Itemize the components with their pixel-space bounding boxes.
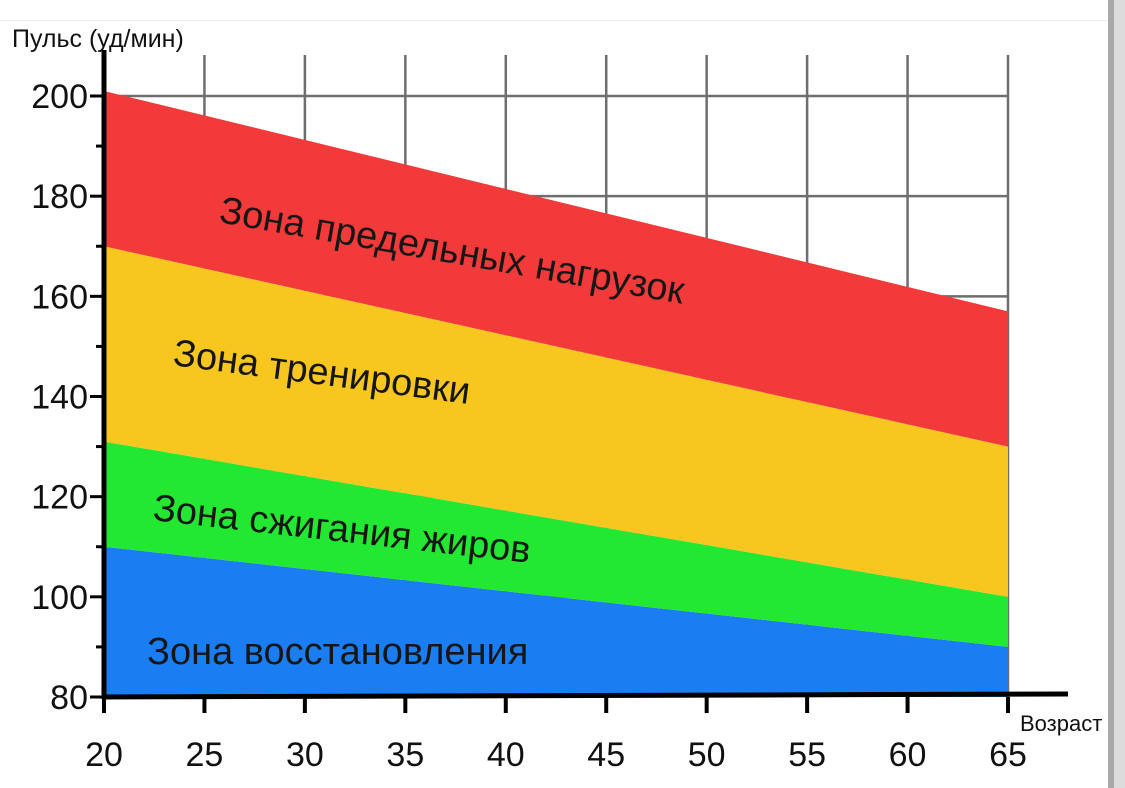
y-tick-label: 100 <box>31 579 88 617</box>
x-tick-label: 45 <box>587 736 625 774</box>
x-tick-label: 25 <box>186 736 224 774</box>
x-tick-label: 60 <box>889 736 927 774</box>
x-tick-label: 55 <box>788 736 826 774</box>
y-tick-label: 120 <box>31 479 88 517</box>
zone-label: Зона восстановления <box>147 631 528 673</box>
x-axis-line <box>101 691 1069 700</box>
x-axis-label: Возраст <box>1020 711 1102 736</box>
y-tick-label: 180 <box>31 178 88 216</box>
axes <box>90 50 1069 713</box>
x-tick-label: 50 <box>688 736 726 774</box>
y-axis-label: Пульс (уд/мин) <box>12 25 184 53</box>
zone-band <box>104 246 1008 597</box>
zone-band <box>104 441 1008 647</box>
y-tick-label: 200 <box>31 78 88 116</box>
top-divider <box>0 20 1108 21</box>
x-tick-label: 40 <box>487 736 525 774</box>
tick-labels: 80 100 120 140 160 180 200 20 25 30 35 40 45 50 55 60 65 <box>31 78 1027 774</box>
zone-bands <box>104 90 1008 697</box>
zone-band <box>104 546 1008 697</box>
scrollbar-thumb[interactable] <box>1108 0 1114 788</box>
x-tick-label: 65 <box>989 736 1027 774</box>
y-tick-label: 80 <box>50 679 88 717</box>
zone-band <box>104 90 1008 447</box>
x-tick-label: 20 <box>85 736 123 774</box>
y-tick-label: 140 <box>31 379 88 417</box>
x-tick-label: 35 <box>386 736 424 774</box>
x-tick-label: 30 <box>286 736 324 774</box>
y-tick-label: 160 <box>31 278 88 316</box>
